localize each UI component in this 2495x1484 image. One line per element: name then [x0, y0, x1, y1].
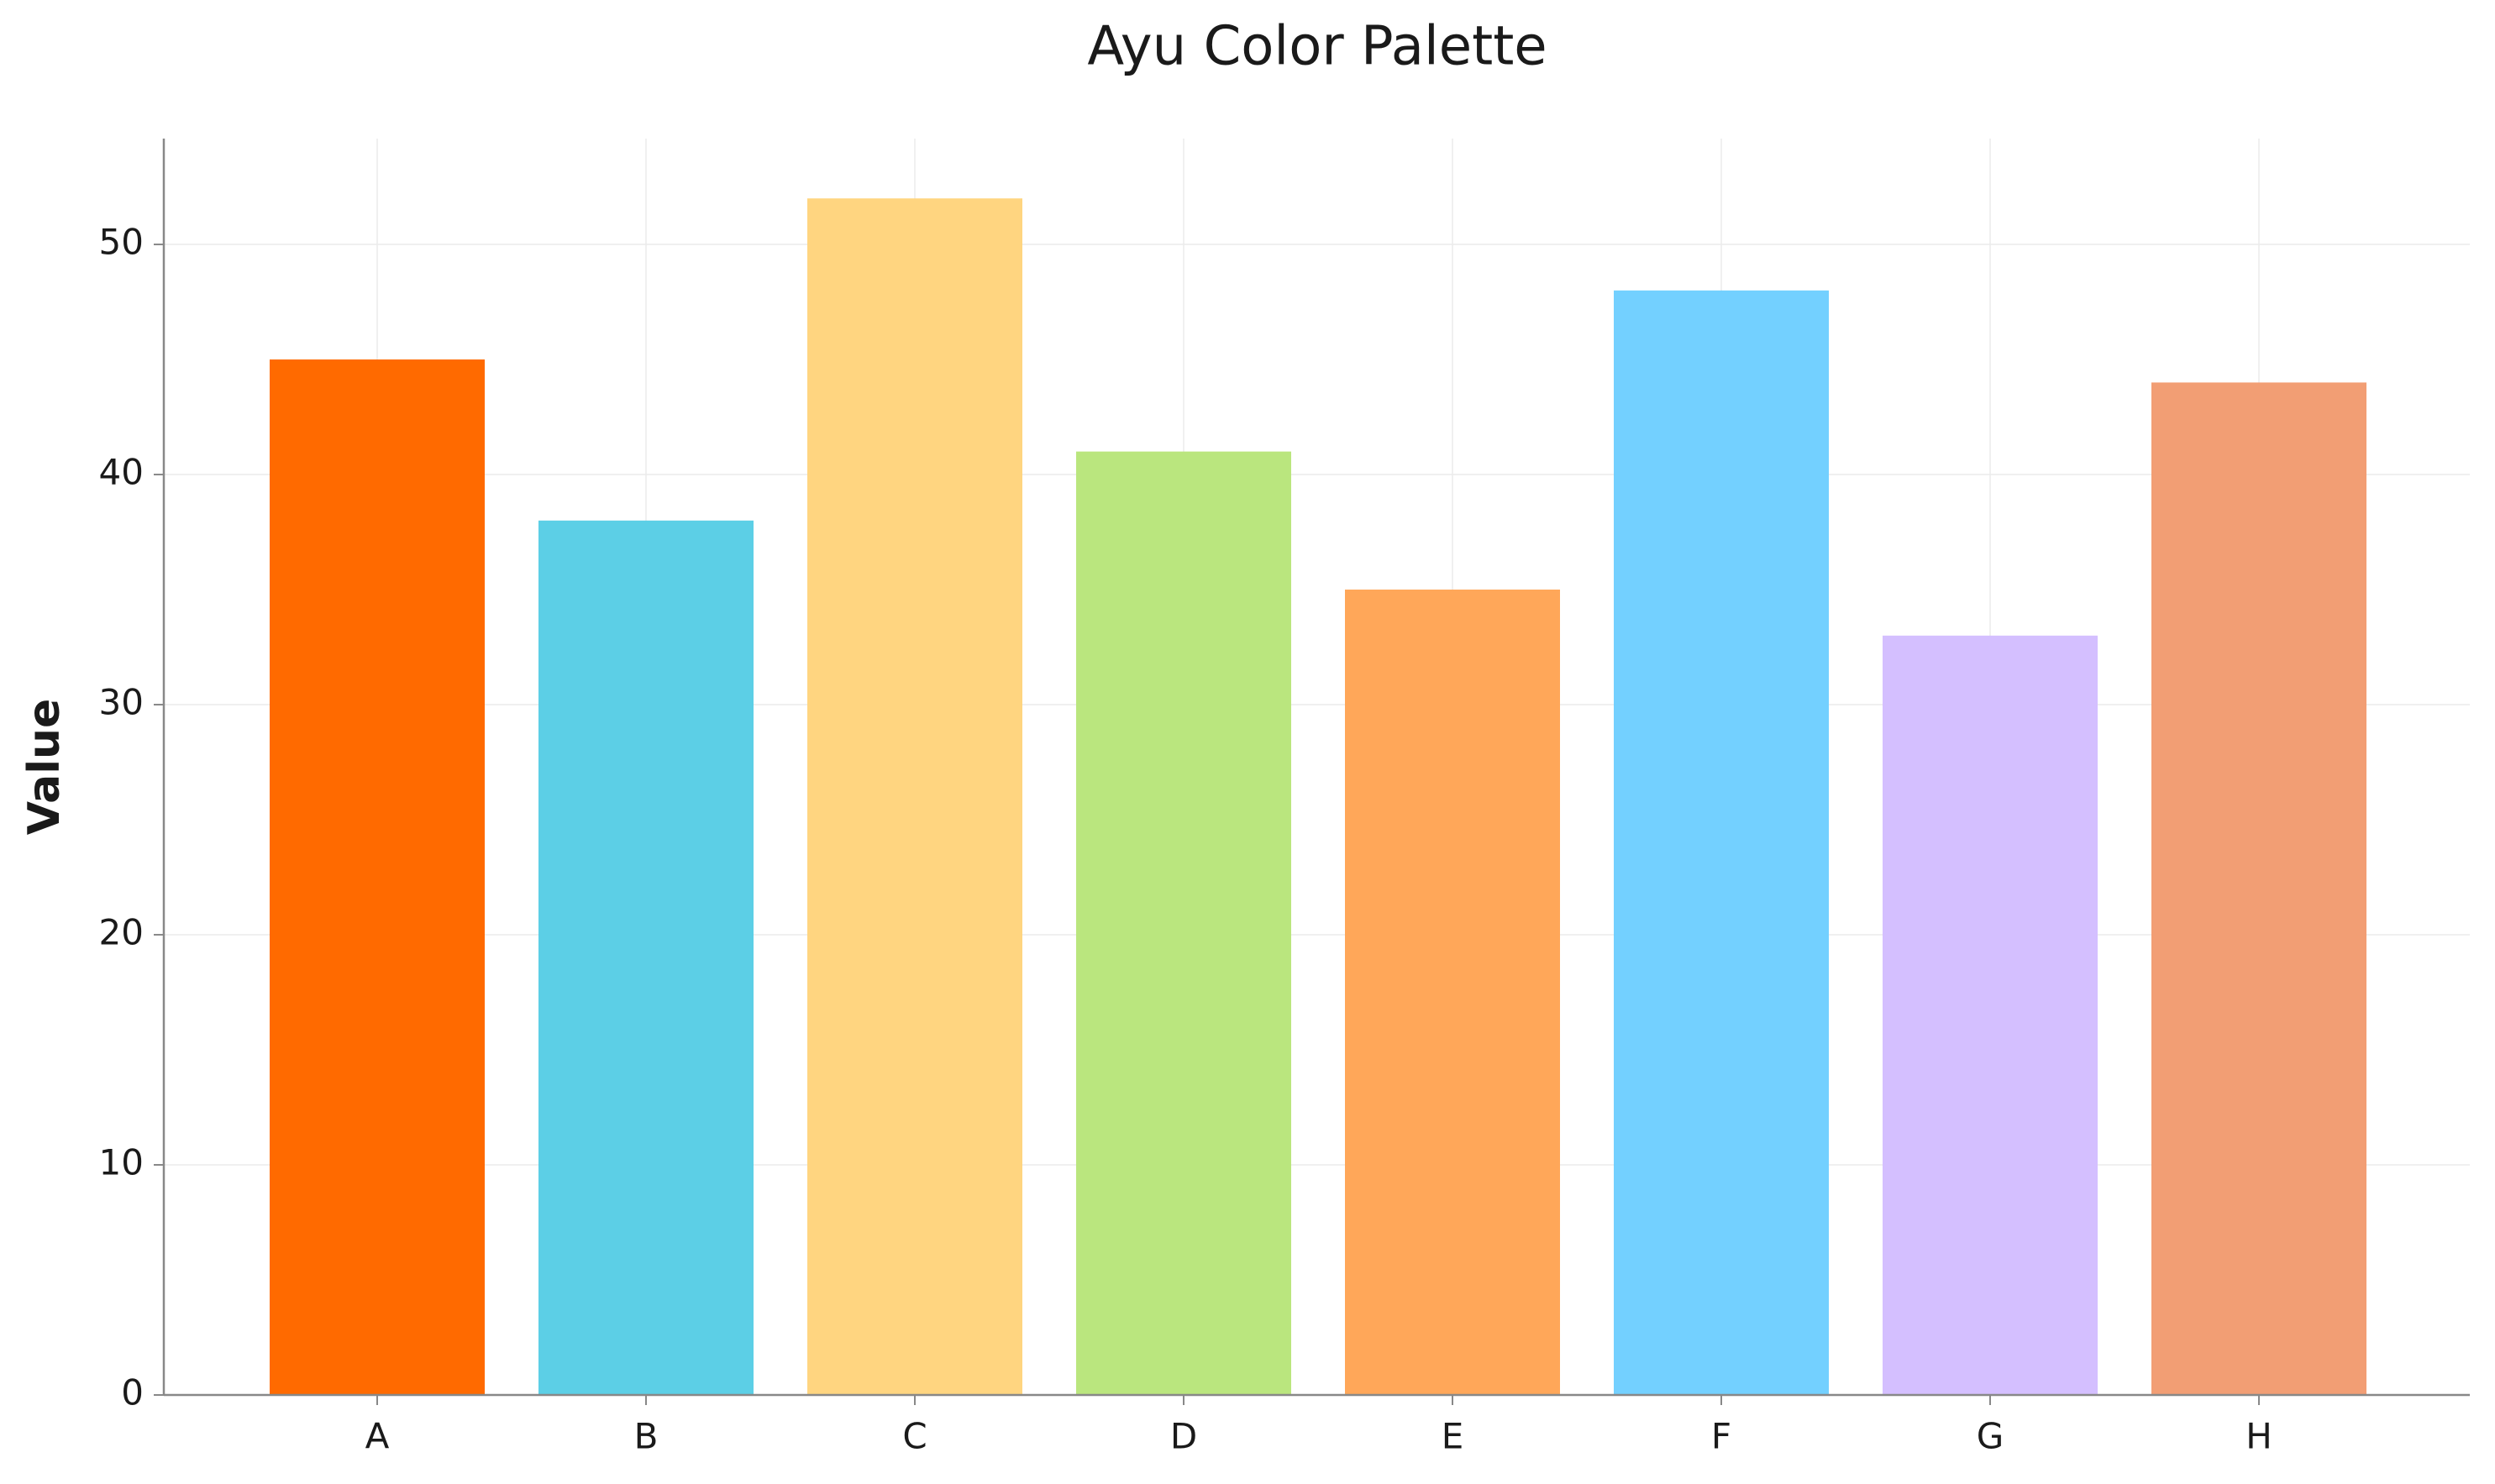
y-tick-label: 20 [99, 912, 144, 953]
bar [1614, 290, 1829, 1395]
bar [270, 359, 485, 1395]
bar [1076, 451, 1291, 1395]
x-tick-label: B [634, 1416, 659, 1457]
chart-title: Ayu Color Palette [1087, 16, 1547, 78]
y-tick-label: 10 [99, 1142, 144, 1183]
x-tick-label: D [1170, 1416, 1197, 1457]
bar [2151, 382, 2366, 1395]
bar [538, 520, 754, 1395]
bar [1345, 590, 1560, 1395]
x-tick-label: E [1442, 1416, 1464, 1457]
y-axis-label: Value [19, 699, 70, 836]
x-tick-label: A [365, 1416, 390, 1457]
y-tick-label: 50 [99, 222, 144, 263]
y-tick-label: 40 [99, 452, 144, 493]
bar [807, 198, 1022, 1396]
x-tick-label: C [902, 1416, 927, 1457]
x-tick-label: H [2246, 1416, 2272, 1457]
x-tick-label: F [1711, 1416, 1731, 1457]
y-tick-label: 0 [121, 1372, 144, 1413]
bar [1883, 635, 2098, 1395]
y-tick-label: 30 [99, 682, 144, 723]
x-tick-label: G [1977, 1416, 2004, 1457]
